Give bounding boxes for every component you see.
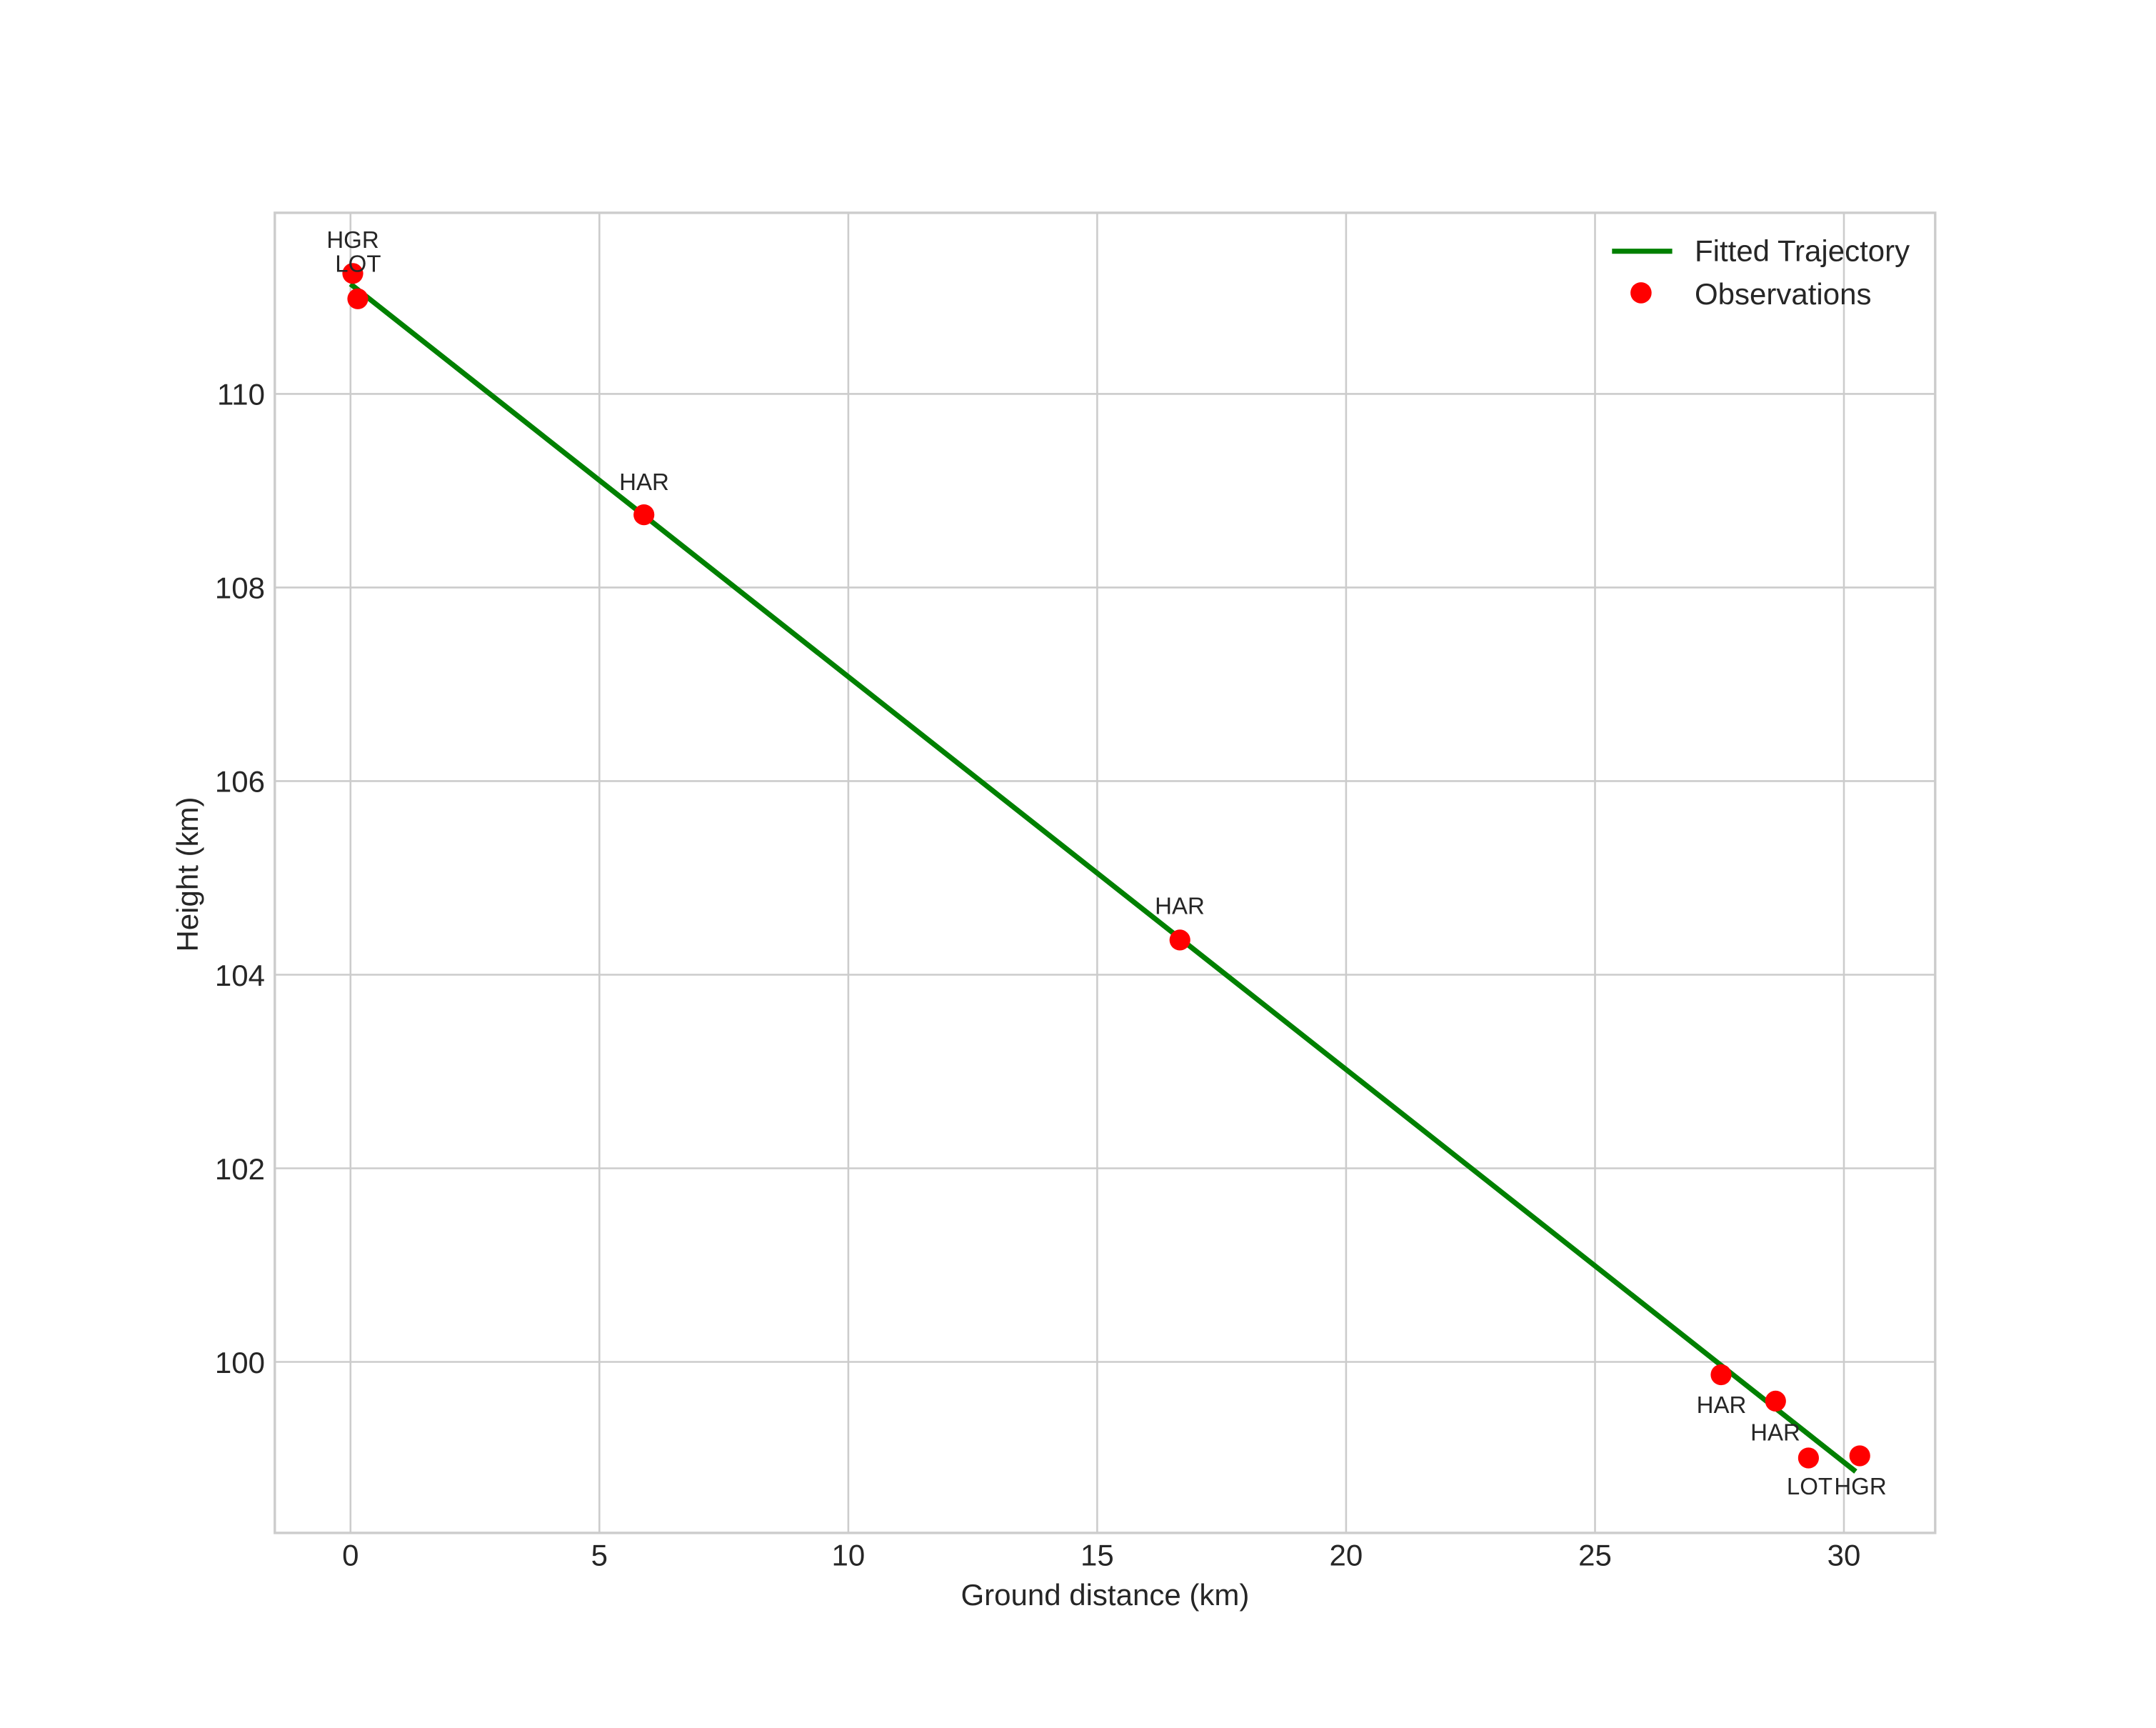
svg-text:HGR: HGR (326, 226, 378, 253)
svg-text:0: 0 (342, 1539, 359, 1572)
svg-text:30: 30 (1827, 1539, 1861, 1572)
svg-text:106: 106 (215, 765, 265, 799)
svg-text:102: 102 (215, 1152, 265, 1186)
svg-text:108: 108 (215, 571, 265, 605)
svg-text:10: 10 (832, 1539, 866, 1572)
svg-text:15: 15 (1080, 1539, 1114, 1572)
svg-text:HAR: HAR (619, 469, 669, 495)
svg-text:HGR: HGR (1834, 1473, 1886, 1499)
svg-text:Observations: Observations (1695, 277, 1871, 311)
svg-text:110: 110 (217, 378, 265, 411)
svg-text:20: 20 (1330, 1539, 1363, 1572)
svg-text:LOT: LOT (1787, 1473, 1832, 1499)
svg-text:Height (km): Height (km) (171, 796, 204, 952)
svg-text:HAR: HAR (1697, 1392, 1747, 1418)
svg-text:HAR: HAR (1155, 893, 1205, 919)
svg-text:100: 100 (215, 1346, 265, 1379)
svg-text:104: 104 (215, 959, 265, 992)
svg-text:25: 25 (1578, 1539, 1612, 1572)
svg-text:5: 5 (591, 1539, 608, 1572)
svg-text:LOT: LOT (335, 251, 381, 277)
svg-text:HAR: HAR (1750, 1419, 1800, 1445)
svg-text:Fitted Trajectory: Fitted Trajectory (1695, 234, 1910, 267)
svg-text:Ground distance (km): Ground distance (km) (961, 1578, 1249, 1612)
